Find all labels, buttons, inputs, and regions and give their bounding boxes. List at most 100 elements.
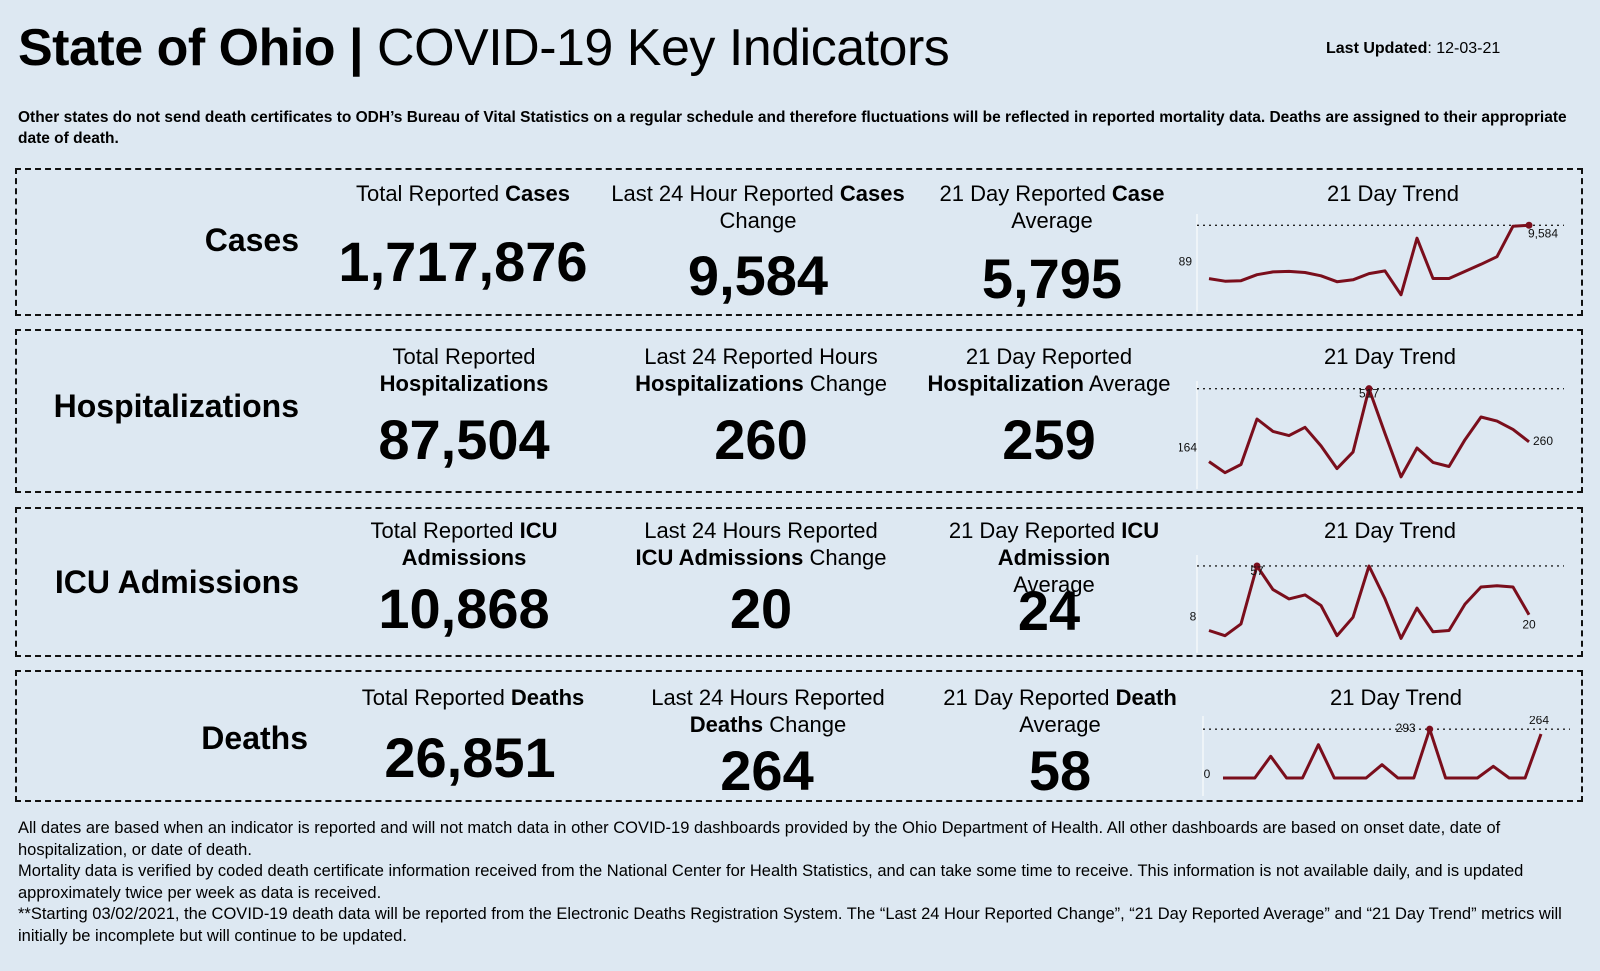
- cases-panel: Cases Total Reported Cases 1,717,876 Las…: [15, 168, 1583, 316]
- trend-line: [1223, 727, 1543, 780]
- trend-chart: 4,689 9,584: [1179, 214, 1564, 312]
- total-heading-bold: ICU: [519, 518, 558, 543]
- change-heading-bold: ICU Admissions: [635, 545, 804, 570]
- trend-start-label: 4,689: [1179, 255, 1192, 269]
- average-heading: 21 Day Reported Case Average: [902, 180, 1202, 234]
- footer-note: **Starting 03/02/2021, the COVID-19 deat…: [18, 905, 1562, 945]
- trend-start-label: 0: [1204, 767, 1211, 781]
- change-heading-bold: Deaths: [689, 712, 764, 737]
- trend-chart: 8 20 57: [1190, 555, 1564, 653]
- panel-label: Deaths: [201, 720, 308, 756]
- total-heading-bold: Cases: [505, 181, 571, 206]
- trend-title: 21 Day Trend: [1329, 685, 1463, 710]
- total-value: 1,717,876: [338, 230, 588, 293]
- total-heading-pre: Total Reported: [370, 518, 520, 543]
- trend-max-label: 293: [1396, 721, 1416, 735]
- change-heading-post: Change: [803, 545, 887, 570]
- total-heading: Total Reported Hospitalizations: [314, 343, 614, 397]
- trend-line: [1208, 223, 1530, 297]
- average-heading-pre: 21 Day Reported: [948, 518, 1122, 543]
- change-value: 9,584: [687, 244, 829, 307]
- average-heading: 21 Day Reported Hospitalization Average: [889, 343, 1209, 397]
- panel-label: Hospitalizations: [53, 388, 299, 424]
- average-heading-post: Average: [1019, 712, 1101, 737]
- mortality-notice: Other states do not send death certifica…: [18, 109, 1567, 147]
- change-heading-bold: Hospitalizations: [635, 371, 804, 396]
- change-heading-bold: Cases: [839, 181, 905, 206]
- trend-title: 21 Day Trend: [1323, 344, 1457, 369]
- change-heading-pre: Last 24 Hours Reported: [651, 685, 885, 710]
- trend-chart: 0 264 293: [1202, 716, 1570, 796]
- change-heading: Last 24 Hour Reported Cases Change: [608, 180, 908, 234]
- average-heading-pre: 21 Day Reported: [939, 181, 1112, 206]
- average-heading-bold: Case: [1111, 181, 1165, 206]
- average-heading-bold: Hospitalization: [927, 371, 1084, 396]
- average-heading-post: Average: [1011, 208, 1093, 233]
- trend-end-label: 20: [1522, 618, 1536, 632]
- hospitalizations-panel: Hospitalizations Total Reported Hospital…: [15, 329, 1583, 493]
- average-heading: 21 Day Reported ICU Admission Average: [904, 517, 1204, 598]
- trend-chart: 164 260 517: [1179, 381, 1564, 489]
- trend-end-label: 264: [1529, 716, 1549, 727]
- total-heading: Total Reported Deaths: [323, 684, 623, 711]
- deaths-panel: Deaths Total Reported Deaths 26,851 Last…: [15, 670, 1583, 802]
- footer-note: All dates are based when an indicator is…: [18, 819, 1501, 859]
- total-heading: Total Reported Cases: [313, 180, 613, 207]
- average-heading-pre: 21 Day Reported: [943, 685, 1116, 710]
- trend-end-label: 260: [1533, 434, 1553, 448]
- trend-start-label: 8: [1190, 609, 1197, 623]
- average-heading-bold: ICU Admission: [997, 518, 1160, 570]
- total-heading-bold: Deaths: [510, 685, 585, 710]
- trend-line: [1208, 387, 1530, 479]
- change-heading-post: Change: [719, 208, 797, 233]
- total-value: 26,851: [384, 726, 556, 789]
- total-value: 87,504: [378, 408, 550, 471]
- last-updated-label: Last Updated: [1326, 40, 1428, 57]
- trend-max-dot: [1253, 562, 1261, 570]
- total-heading: Total Reported ICU Admissions: [314, 517, 614, 571]
- change-value: 260: [714, 408, 808, 471]
- icu-admissions-panel: ICU Admissions Total Reported ICU Admiss…: [15, 507, 1583, 657]
- trend-max-label: 517: [1359, 387, 1379, 401]
- total-heading-pre: Total Reported: [361, 685, 511, 710]
- trend-max-dot: [1525, 221, 1533, 229]
- average-heading-bold: Death: [1115, 685, 1177, 710]
- trend-max-dot: [1365, 385, 1373, 393]
- trend-max-dot: [1426, 725, 1434, 733]
- last-updated: Last Updated: 12-03-21: [1326, 40, 1500, 58]
- change-value: 264: [720, 739, 814, 802]
- title-bold: State of Ohio |: [18, 19, 364, 77]
- change-heading: Last 24 Hours Reported ICU Admissions Ch…: [601, 517, 921, 571]
- average-heading: 21 Day Reported Death Average: [910, 684, 1210, 738]
- panel-label: ICU Admissions: [54, 564, 299, 600]
- page-title: State of Ohio | COVID-19 Key Indicators: [18, 18, 950, 78]
- average-heading-pre: 21 Day Reported: [965, 344, 1133, 369]
- total-heading-pre: Total Reported: [392, 344, 536, 369]
- trend-start-label: 164: [1179, 441, 1197, 455]
- average-heading-post: Average: [1084, 371, 1171, 396]
- trend-end-label: 9,584: [1528, 226, 1558, 240]
- average-value: 5,795: [981, 247, 1123, 310]
- change-heading: Last 24 Hours Reported Deaths Change: [618, 684, 918, 738]
- change-heading-pre: Last 24 Reported Hours: [644, 344, 878, 369]
- total-heading-bold: Hospitalizations: [379, 371, 549, 396]
- average-heading-post: Average: [1013, 572, 1095, 597]
- average-value: 259: [1002, 408, 1096, 471]
- change-heading-pre: Last 24 Hour Reported: [611, 181, 840, 206]
- title-rest: COVID-19 Key Indicators: [377, 19, 950, 77]
- total-heading-pre: Total Reported: [355, 181, 506, 206]
- footer-notes: All dates are based when an indicator is…: [18, 818, 1590, 947]
- trend-title: 21 Day Trend: [1326, 181, 1460, 206]
- panel-label: Cases: [204, 222, 299, 258]
- last-updated-value: : 12-03-21: [1427, 40, 1501, 57]
- change-value: 20: [729, 577, 793, 640]
- footer-note: Mortality data is verified by coded deat…: [18, 862, 1524, 902]
- total-heading-post: Admissions: [401, 545, 527, 570]
- trend-max-label: 57: [1250, 564, 1264, 578]
- average-value: 58: [1028, 739, 1092, 802]
- average-value: 24: [1017, 579, 1081, 642]
- change-heading-post: Change: [763, 712, 847, 737]
- change-heading-pre: Last 24 Hours Reported: [644, 518, 878, 543]
- change-heading: Last 24 Reported Hours Hospitalizations …: [601, 343, 921, 397]
- trend-title: 21 Day Trend: [1323, 518, 1457, 543]
